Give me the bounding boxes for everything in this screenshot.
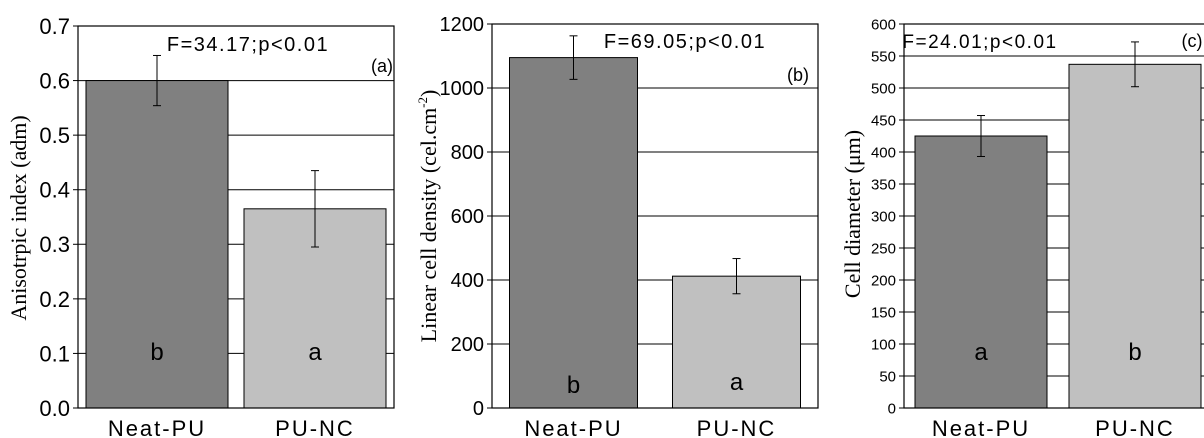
y-tick-label: 300 [871,208,896,225]
y-tick-label: 600 [451,206,484,228]
y-tick-label: 200 [871,272,896,289]
x-tick-label: Neat-PU [108,416,206,438]
statistics-annotation: F=69.05;p<0.01 [604,31,766,53]
chart-cell-diameter: Cell diameter (μm) a Neat-PU b PU-NC 0 50 100 1… [840,16,1204,438]
y-tick-label: 0.3 [39,232,70,257]
x-tick-label: Neat-PU [932,416,1030,438]
y-tick-label: 0.5 [39,123,70,148]
y-tick-label: 50 [879,368,896,385]
statistics-annotation: F=34.17;p<0.01 [167,34,329,56]
y-tick-label: 550 [871,48,896,65]
y-tick-label: 1200 [440,14,485,36]
y-tick-label: 0.0 [39,396,70,421]
y-tick-label: 1000 [440,78,485,100]
y-tick-label: 500 [871,80,896,97]
plot-frame [77,25,395,409]
group-letter: b [150,339,163,366]
y-tick-label: 0.2 [39,287,70,312]
panel-label: (a) [371,56,393,76]
y-tick-label: 800 [451,142,484,164]
y-tick-label: 100 [871,336,896,353]
y-tick-label: 0.7 [39,14,70,39]
group-letter: b [567,372,580,399]
chart-anisotropic-index: Anisotrpic index (adm) b Neat-PU a PU-NC 0.0… [6,14,395,438]
group-letter: a [308,339,322,366]
bar [85,80,229,409]
group-letter: b [1128,339,1141,366]
y-tick-label: 450 [871,112,896,129]
statistics-annotation: F=24.01;p<0.01 [902,32,1057,53]
chart-linear-cell-density: Linear cell density (cel.cm-2) b Neat-PU a… [415,14,819,438]
x-tick-label: Neat-PU [524,416,622,438]
y-tick-label: 0.1 [39,341,70,366]
y-tick-label: 400 [871,144,896,161]
y-tick-label: 200 [451,334,484,356]
group-letter: a [730,369,744,396]
panel-label: (c) [1182,31,1203,51]
y-tick-label: 0.4 [39,178,70,203]
y-tick-label: 150 [871,304,896,321]
y-axis-label: Linear cell density (cel.cm-2) [415,90,441,343]
y-axis-label: Anisotrpic index (adm) [6,115,31,320]
bar [1068,63,1202,409]
group-letter: a [974,339,988,366]
y-tick-label: 350 [871,176,896,193]
x-tick-label: PU-NC [697,416,777,438]
y-tick-label: 0 [473,398,484,420]
y-axis-label: Cell diameter (μm) [840,130,865,298]
y-tick-label: 0 [888,400,896,417]
panel-label: (b) [787,65,809,85]
bar [509,57,638,409]
y-tick-label: 400 [451,270,484,292]
bar [914,135,1048,409]
x-tick-label: PU-NC [275,416,355,438]
y-tick-label: 250 [871,240,896,257]
y-tick-label: 0.6 [39,68,70,93]
x-tick-label: PU-NC [1095,416,1175,438]
bar [672,275,801,409]
y-tick-label: 600 [871,16,896,33]
